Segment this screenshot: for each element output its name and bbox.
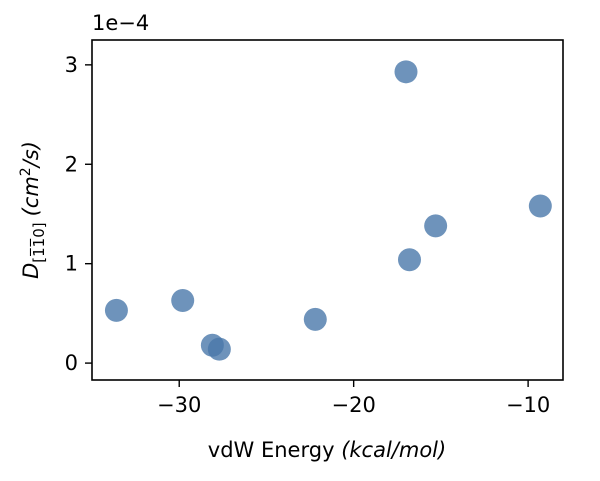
scatter-point bbox=[104, 298, 128, 322]
x-axis-label: vdW Energy (kcal/mol) bbox=[208, 438, 446, 462]
scatter-point bbox=[171, 288, 195, 312]
x-tick-label: −10 bbox=[506, 393, 550, 417]
y-axis-label-subscript: [1̅1̅0] bbox=[29, 222, 48, 262]
scatter-point bbox=[424, 214, 448, 238]
scatter-point bbox=[394, 60, 418, 84]
y-tick-label: 1 bbox=[65, 252, 78, 276]
y-axis-label-symbol: D bbox=[19, 263, 43, 279]
y-offset-label: 1e−4 bbox=[92, 11, 149, 35]
scatter-point bbox=[397, 248, 421, 272]
axes-frame bbox=[91, 39, 564, 381]
x-axis-label-text: vdW Energy bbox=[208, 438, 341, 462]
y-tick-label: 2 bbox=[65, 152, 78, 176]
y-axis-label-units-sup: 2 bbox=[18, 167, 34, 176]
scatter-point bbox=[207, 337, 231, 361]
x-tick-label: −30 bbox=[157, 393, 201, 417]
y-tick-label: 0 bbox=[65, 351, 78, 375]
x-tick-label: −20 bbox=[332, 393, 376, 417]
y-axis-label-units-suffix: /s) bbox=[19, 141, 43, 169]
x-axis-ticks: −30 −20 −10 bbox=[157, 380, 550, 417]
y-axis-ticks: 0 1 2 3 bbox=[65, 53, 92, 375]
plot-area bbox=[104, 60, 552, 361]
scatter-point bbox=[528, 194, 552, 218]
y-tick-label: 3 bbox=[65, 53, 78, 77]
y-axis-label: D[1̅1̅0] (cm2/s) bbox=[18, 141, 48, 279]
scatter-point bbox=[303, 307, 327, 331]
y-axis-label-units-prefix: (cm bbox=[19, 176, 43, 216]
x-axis-label-units: (kcal/mol) bbox=[341, 438, 446, 462]
